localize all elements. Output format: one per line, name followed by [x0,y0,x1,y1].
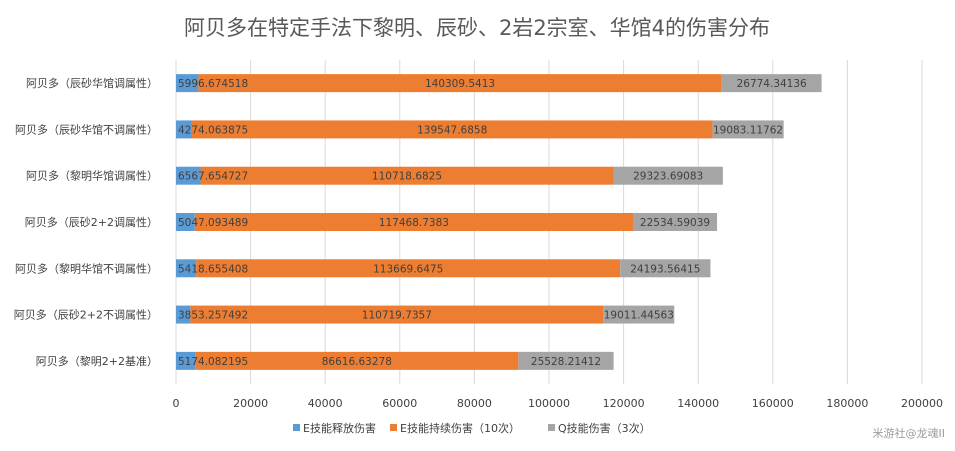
data-label: 86616.63278 [322,356,392,368]
category-label: 阿贝多（辰砂华馆调属性） [26,76,158,90]
data-label: 5174.082195 [178,356,248,368]
category-label: 阿贝多（辰砂华馆不调属性） [15,122,158,136]
bar-segment [518,351,614,370]
x-tick-label: 100000 [528,397,570,410]
bars [176,74,822,370]
bar-segment [198,74,722,93]
data-label: 113669.6475 [373,263,443,275]
data-label: 139547.6858 [417,124,487,136]
data-label: 19011.44563 [604,310,674,322]
data-label: 117468.7383 [379,217,449,229]
bar-segment [632,213,718,231]
data-label: 24193.56415 [630,263,700,275]
data-label: 5996.674518 [178,78,248,90]
data-label: 5418.655408 [178,263,248,275]
category-label: 阿贝多（黎明2+2基准） [36,354,158,368]
data-label: 5047.093489 [178,217,248,229]
bar-segment [196,259,621,278]
legend-swatch [548,424,555,431]
x-tick-label: 120000 [603,397,645,410]
value-axis: 0 20000 40000 60000 80000 100000 120000 140000 1… [173,397,944,410]
data-label: 4274.063875 [178,124,248,136]
bar-segment [191,120,713,139]
bar-segment [613,166,723,185]
category-label: 阿贝多（辰砂2+2不调属性） [14,308,158,322]
legend: E技能释放伤害 E技能持续伤害（10次） Q技能伤害（3次） [293,421,651,435]
category-label: 阿贝多（黎明华馆调属性） [26,169,158,183]
data-label: 140309.5413 [425,78,495,90]
x-tick-label: 40000 [308,397,343,410]
category-label: 阿贝多（黎明华馆不调属性） [15,261,158,275]
data-label: 25528.21412 [531,356,601,368]
bar-segment [712,120,784,139]
category-axis: 阿贝多（辰砂华馆调属性） 阿贝多（辰砂华馆不调属性） 阿贝多（黎明华馆调属性） 阿贝多… [14,76,158,368]
bar-segment [176,74,199,93]
bar-segment [176,120,192,139]
bar-segment [620,259,711,278]
bar-segment [176,351,196,370]
legend-entry: E技能释放伤害 [303,421,376,435]
bar-segment [176,259,197,278]
x-tick-label: 180000 [826,397,868,410]
bar-segment [200,166,614,185]
data-label: 3853.257492 [178,310,248,322]
chart-title: 阿贝多在特定手法下黎明、辰砂、2岩2宗室、华馆4的伤害分布 [184,16,770,40]
bar-segment [176,213,195,231]
data-label: 110719.7357 [362,310,432,322]
data-label: 19083.11762 [713,124,783,136]
data-labels: 5996.674518 140309.5413 26774.34136 4274.06… [178,78,807,368]
bar-segment [194,213,633,231]
data-label: 26774.34136 [737,78,807,90]
bar-segment [195,351,519,370]
category-label: 阿贝多（辰砂2+2调属性） [25,215,158,229]
data-label: 29323.69083 [633,171,703,183]
watermark: 米游社@龙魂II [873,426,946,440]
x-tick-label: 140000 [677,397,719,410]
data-label: 22534.59039 [640,217,710,229]
x-tick-label: 20000 [233,397,268,410]
legend-swatch [390,424,397,431]
bar-segment [190,305,604,324]
bar-segment [176,305,191,324]
legend-swatch [293,424,300,431]
data-label: 110718.6825 [372,171,442,183]
legend-entry: E技能持续伤害（10次） [400,421,520,435]
bar-segment [603,305,675,324]
x-tick-label: 200000 [901,397,943,410]
x-tick-label: 0 [173,397,180,410]
bar-segment [176,166,201,185]
x-tick-label: 60000 [382,397,417,410]
x-tick-label: 80000 [457,397,492,410]
data-label: 6567.654727 [178,171,248,183]
x-tick-label: 160000 [752,397,794,410]
legend-entry: Q技能伤害（3次） [558,421,651,435]
bar-segment [721,74,822,93]
